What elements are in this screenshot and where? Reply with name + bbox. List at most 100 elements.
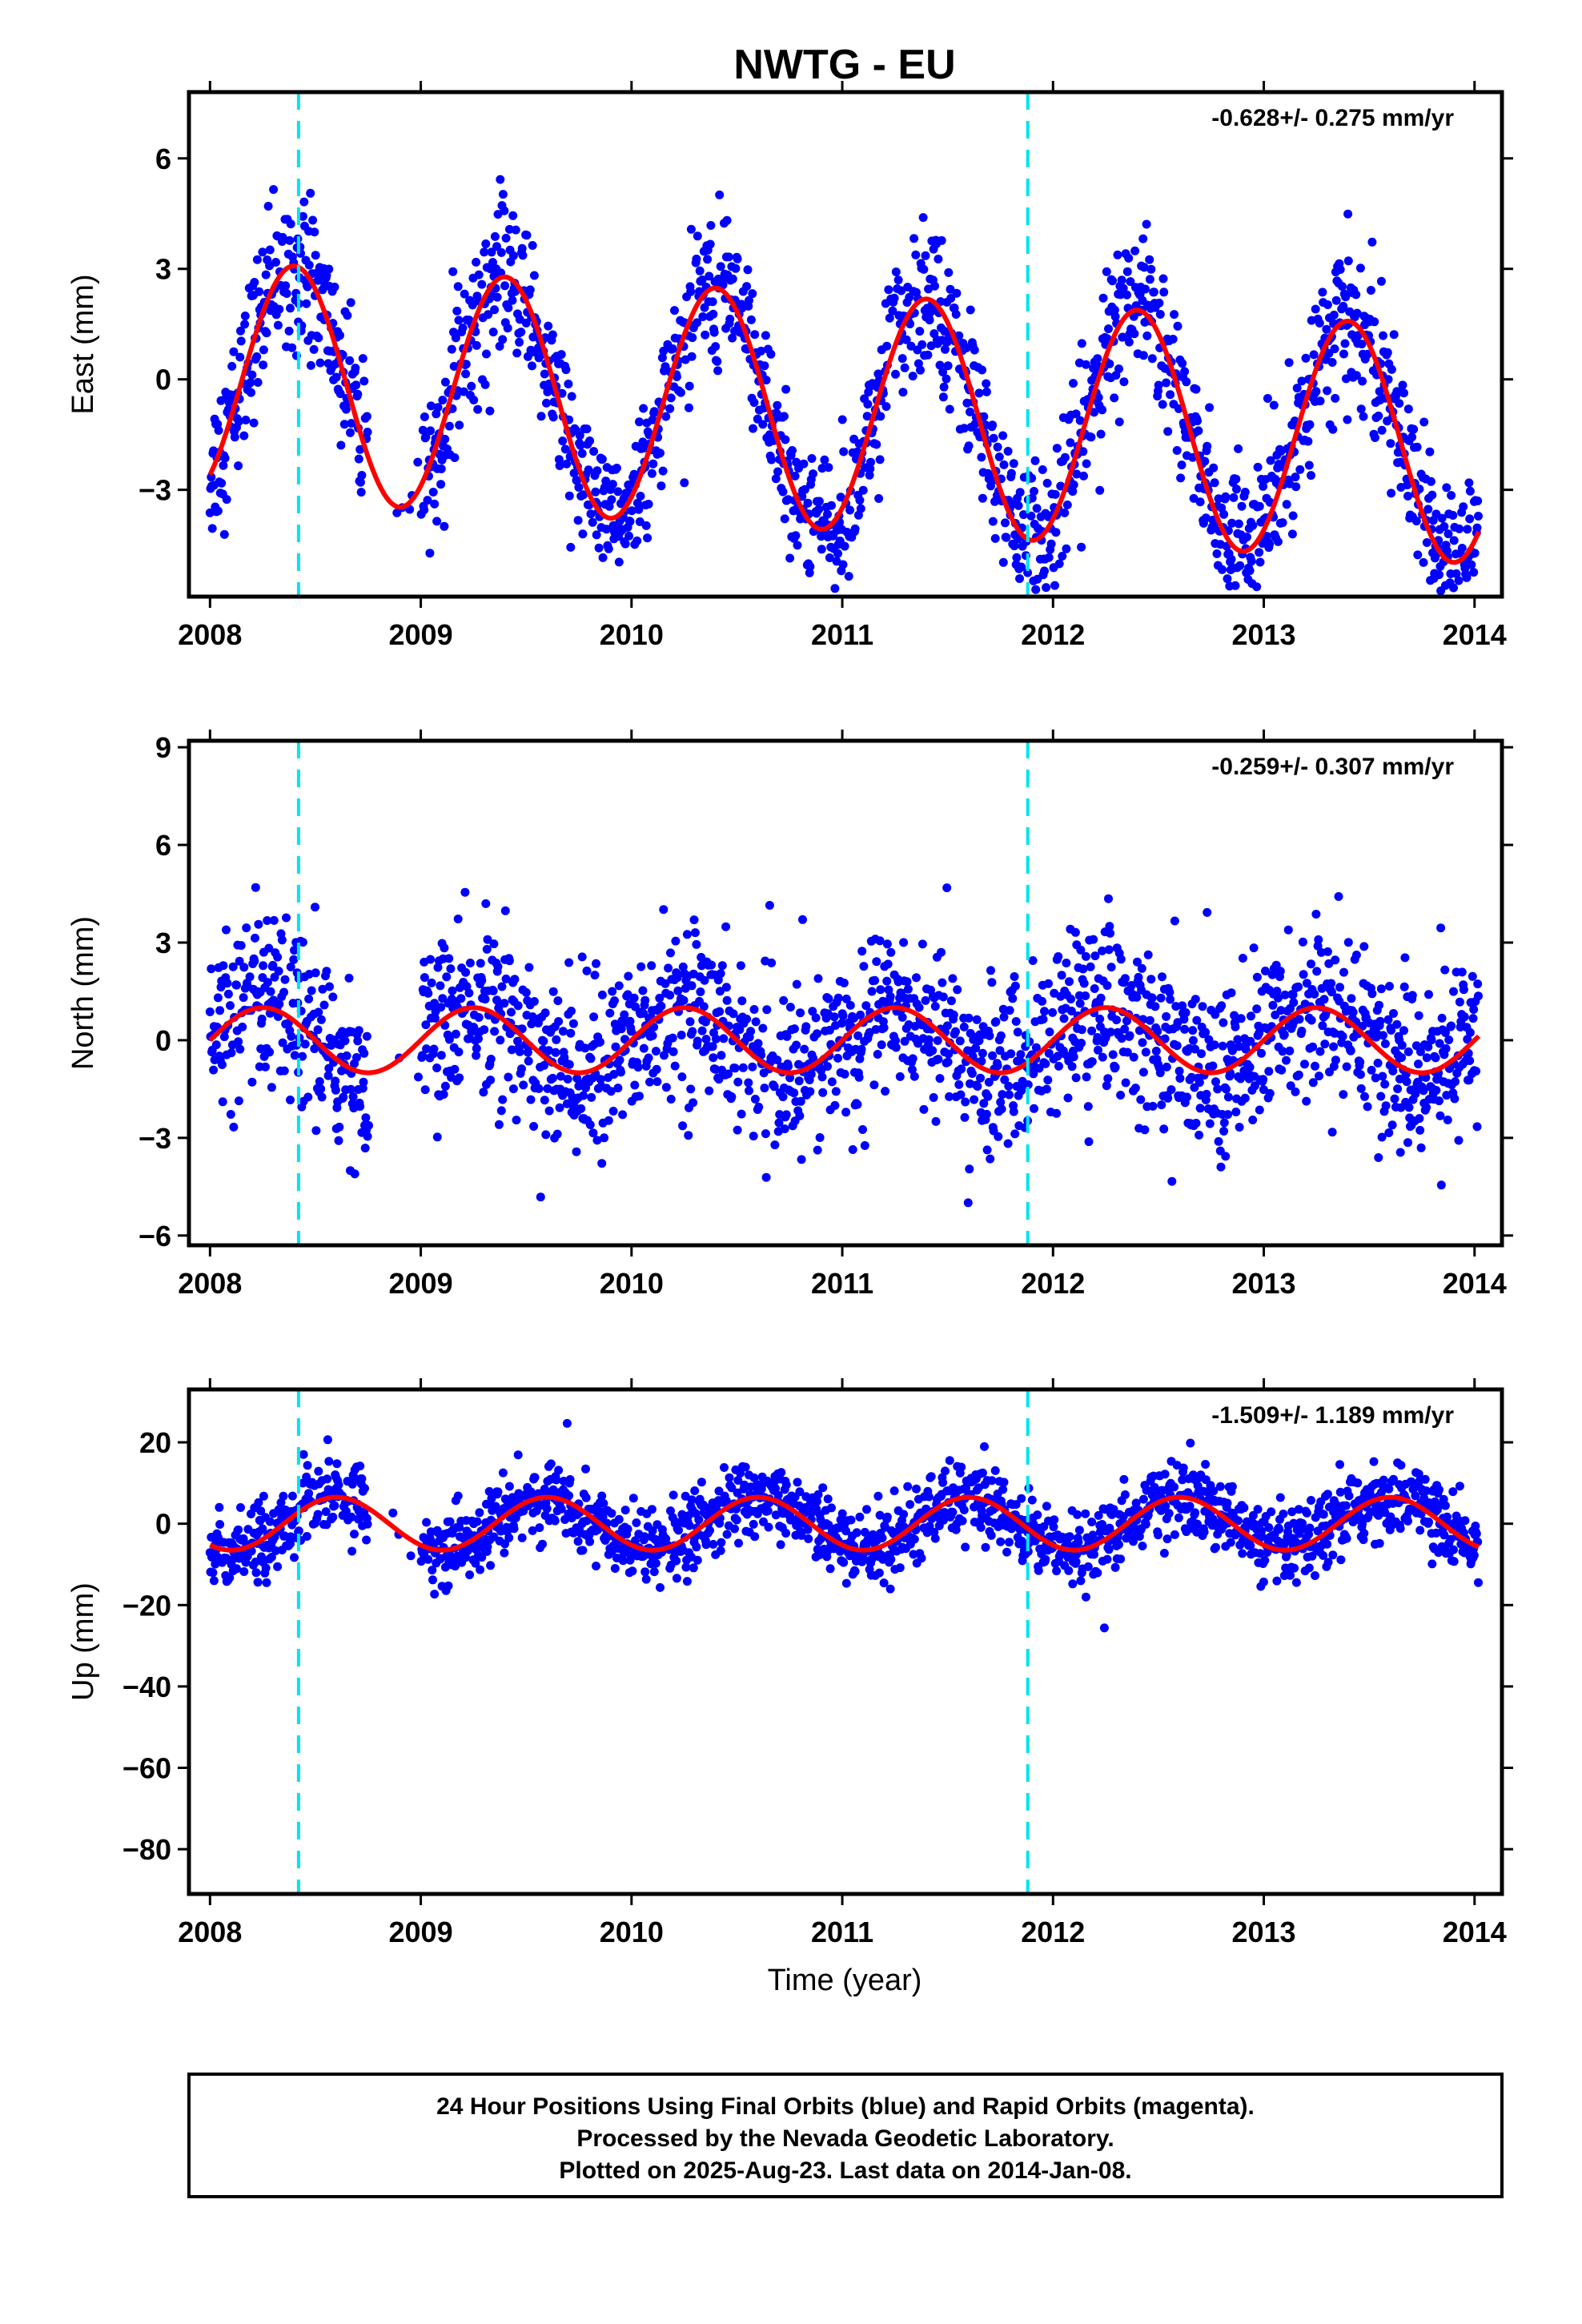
data-point [215, 1520, 225, 1529]
data-point [426, 955, 436, 964]
data-point [983, 1092, 993, 1101]
data-point [855, 496, 865, 505]
data-point [1077, 542, 1086, 552]
y-tick-label: 0 [155, 1024, 171, 1057]
data-point [645, 1077, 654, 1087]
data-point [1122, 290, 1131, 300]
data-point [604, 1116, 613, 1125]
data-point [500, 1548, 509, 1558]
data-point [861, 1001, 871, 1011]
data-point [1059, 1014, 1069, 1023]
data-point [1090, 984, 1099, 993]
data-point [1339, 301, 1348, 311]
data-point [1287, 529, 1297, 539]
data-point [935, 360, 945, 370]
data-point [624, 971, 633, 981]
data-point [1166, 995, 1175, 1004]
data-point [1040, 566, 1049, 576]
data-point [1443, 529, 1453, 539]
data-point [246, 378, 255, 388]
data-point [228, 962, 238, 971]
data-point [1337, 282, 1347, 292]
data-point [838, 560, 848, 569]
data-point [1252, 582, 1262, 592]
data-point [524, 1056, 533, 1066]
data-point [1110, 393, 1119, 403]
data-point [269, 915, 279, 925]
data-point [1330, 344, 1339, 354]
data-point [714, 1075, 724, 1084]
data-point [711, 1034, 721, 1043]
data-point [612, 464, 621, 472]
data-point [668, 1033, 677, 1043]
data-point [664, 963, 673, 973]
data-point [302, 1532, 311, 1541]
data-point [557, 388, 567, 398]
data-point [1030, 487, 1038, 496]
y-tick-label: 3 [155, 253, 171, 286]
data-point [1436, 923, 1446, 933]
data-point [252, 352, 262, 361]
data-point [697, 1026, 707, 1035]
data-point [1052, 1566, 1062, 1576]
data-point [553, 996, 563, 1006]
data-point [938, 992, 948, 1002]
data-point [1416, 1143, 1426, 1152]
data-point [788, 446, 797, 455]
data-point [830, 584, 840, 593]
data-point [758, 420, 768, 429]
data-point [709, 1053, 718, 1063]
data-point [753, 1039, 763, 1048]
data-point [259, 345, 268, 355]
data-point [1397, 1040, 1407, 1050]
data-point [1257, 1048, 1266, 1058]
data-point [1217, 1001, 1227, 1011]
data-point [715, 1007, 725, 1016]
data-point [725, 314, 735, 324]
data-point [827, 501, 836, 510]
data-point [1148, 1101, 1158, 1111]
data-point [526, 1487, 536, 1497]
data-point [1210, 1040, 1219, 1050]
data-point [1150, 1002, 1160, 1011]
data-point [488, 328, 498, 337]
data-point [625, 1016, 635, 1026]
data-point [738, 1063, 748, 1072]
data-point [908, 372, 917, 381]
data-point [311, 903, 319, 912]
data-point [314, 1466, 323, 1476]
data-point [217, 478, 227, 488]
up-panel: 2008 2009 2010 2011 2012 2013 2014−80−60−40−20… [66, 1378, 1513, 1948]
data-point [1465, 1056, 1475, 1065]
data-point [986, 1530, 996, 1540]
data-point [1042, 478, 1052, 488]
data-point [220, 453, 230, 463]
data-point [749, 1132, 758, 1141]
data-point [259, 360, 268, 370]
data-point [1117, 1034, 1126, 1043]
data-point [222, 925, 231, 935]
data-point [1403, 492, 1412, 501]
data-point [1178, 359, 1187, 368]
data-point [916, 365, 925, 375]
data-point [1407, 991, 1417, 1000]
data-point [1282, 1055, 1291, 1065]
data-point [582, 424, 592, 434]
data-point [797, 1155, 806, 1164]
data-point [716, 1546, 725, 1555]
data-point [899, 1510, 909, 1519]
data-point [909, 1534, 919, 1544]
data-point [1397, 1053, 1407, 1063]
data-point [275, 304, 284, 314]
data-point [261, 1062, 270, 1072]
data-point [438, 994, 448, 1003]
data-point [1138, 1542, 1147, 1550]
data-point [728, 274, 737, 283]
data-point [350, 1169, 359, 1179]
data-point [658, 466, 668, 476]
data-point [976, 1073, 985, 1083]
data-point [1435, 570, 1443, 580]
data-point [970, 1095, 979, 1104]
